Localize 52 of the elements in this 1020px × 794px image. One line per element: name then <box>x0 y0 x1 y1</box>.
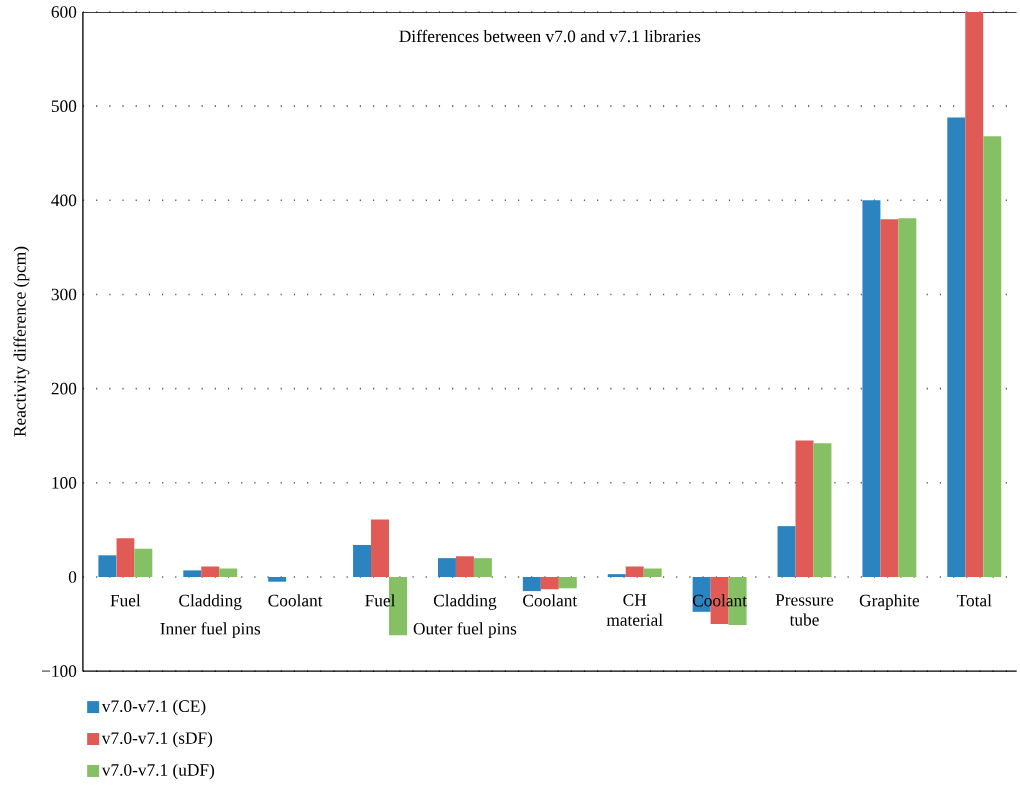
bar <box>98 555 117 577</box>
x-tick-label: Cladding <box>433 594 497 610</box>
bar <box>473 558 492 577</box>
bar <box>134 548 153 577</box>
bar <box>813 443 832 577</box>
bar <box>777 526 796 577</box>
bar <box>183 570 202 577</box>
bar <box>353 544 372 577</box>
x-tick-label: CH material <box>606 594 663 626</box>
bar <box>965 11 984 577</box>
bar <box>268 576 287 582</box>
bar <box>607 574 626 577</box>
legend-label: v7.0-v7.1 (CE) <box>101 699 206 716</box>
bar <box>219 568 238 577</box>
bar <box>455 556 474 577</box>
bar <box>201 566 220 577</box>
bar <box>983 136 1002 577</box>
bar <box>558 576 577 589</box>
x-tick-label: Pressure tube <box>775 594 834 626</box>
y-axis-title: Reactivity difference (pcm) <box>13 246 30 437</box>
bar <box>795 440 814 577</box>
bar <box>862 200 881 577</box>
x-tick-label: Total <box>956 594 992 607</box>
bar <box>898 218 917 577</box>
annotation: Outer fuel pins <box>413 622 517 639</box>
annotation: Inner fuel pins <box>160 622 261 639</box>
y-tick-label: 300 <box>51 288 77 301</box>
bar <box>947 117 966 577</box>
y-tick-label: 100 <box>52 476 77 489</box>
bar <box>522 576 541 592</box>
y-tick-label: 400 <box>51 194 77 207</box>
text: Differences between v7.0 and v7.1 libraries <box>399 29 701 43</box>
y-tick-label: −100 <box>41 665 77 677</box>
legend-label: v7.0-v7.1 (sDF) <box>101 731 213 748</box>
y-tick-label: 0 <box>68 571 77 583</box>
x-tick-label: Coolant <box>268 594 323 607</box>
bar <box>540 576 559 590</box>
legend-label: v7.0-v7.1 (uDF) <box>101 763 215 780</box>
y-tick-label: 600 <box>51 6 77 18</box>
x-tick-label: Coolant <box>523 594 578 607</box>
bar <box>880 219 899 577</box>
x-tick-label: Cladding <box>179 594 242 610</box>
x-tick-label: Fuel <box>110 594 141 607</box>
x-tick-label: Graphite <box>859 594 920 610</box>
x-tick-label: Coolant <box>692 594 747 607</box>
bar <box>625 566 644 577</box>
bar <box>371 519 390 577</box>
y-tick-label: 500 <box>51 100 77 112</box>
bar <box>437 558 456 577</box>
y-tick-label: 200 <box>51 382 77 395</box>
bar <box>116 538 135 577</box>
bar <box>643 568 662 577</box>
